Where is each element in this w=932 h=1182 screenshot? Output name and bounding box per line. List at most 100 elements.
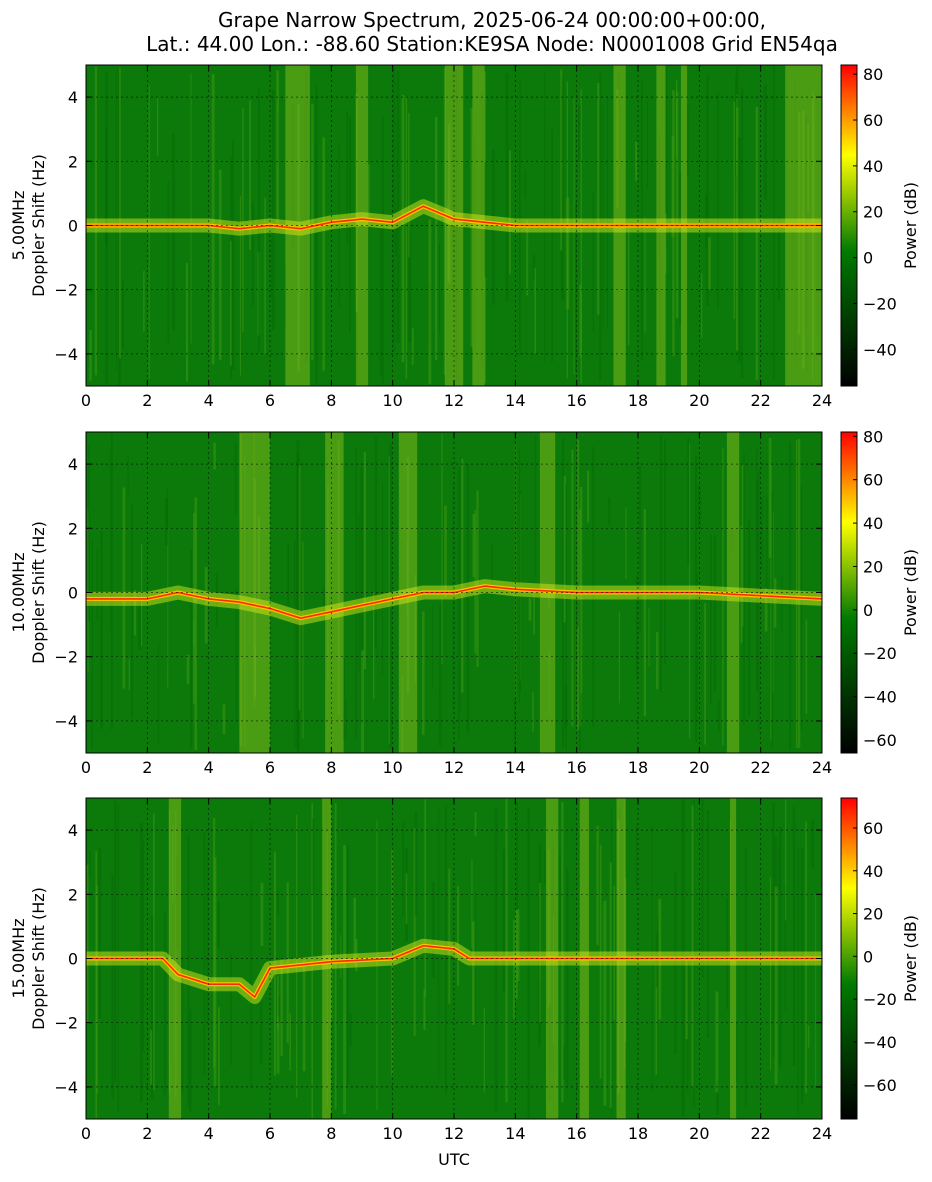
noise-streak [460,456,462,712]
noise-streak [704,603,706,745]
noise-streak [355,938,358,972]
noise-streak [258,89,260,352]
noise-streak [286,882,289,1044]
noise-streak [230,240,232,366]
noise-streak [592,447,595,727]
y-tick-label: 4 [68,88,78,107]
band-label: 10.00MHz [9,552,28,632]
noise-streak [153,813,155,1090]
noise-streak [235,588,238,720]
noise-streak [533,589,535,635]
noise-streak [392,67,396,352]
x-tick-label: 18 [628,1124,648,1143]
x-tick-label: 24 [812,391,832,410]
noise-streak [474,812,477,837]
x-tick-label: 4 [204,1124,214,1143]
noise-streak [693,798,695,1107]
noise-streak [438,605,442,746]
noise-streak [260,882,264,946]
noise-streak [578,105,582,162]
noise-streak [424,799,427,997]
noise-streak [760,497,763,572]
noise-streak [659,435,662,693]
noise-streak [428,219,432,385]
noise-streak [628,223,630,345]
noise-streak [571,449,574,727]
noise-streak [302,540,304,739]
noise-streak [311,803,313,1119]
noise-streak [405,873,408,925]
noise-streak [422,611,425,735]
noise-streak [491,544,493,590]
noise-streak [743,453,745,725]
noise-streak [544,851,546,884]
noise-streak [276,1016,280,1074]
noise-streak [565,483,567,750]
noise-streak [643,509,646,717]
noise-streak [608,497,611,526]
noise-streak [127,454,129,495]
noise-streak [635,824,638,886]
noise-streak [735,74,737,176]
noise-streak [432,605,434,690]
x-tick-label: 8 [326,391,336,410]
noise-streak [270,239,272,299]
noise-streak [114,799,117,1082]
noise-streak [151,916,154,1099]
noise-streak [691,805,694,1088]
x-tick-label: 8 [326,758,336,777]
colorbar-tick-label: 40 [863,514,883,533]
noise-streak [87,509,89,673]
noise-streak [443,67,446,376]
noise-streak [674,871,677,1054]
noise-streak [148,85,150,380]
noise-streak [312,818,315,895]
noise-streak [779,827,782,1067]
noise-streak [342,657,345,740]
noise-streak [273,851,276,1076]
noise-streak [476,490,479,667]
figure-title-line2: Lat.: 44.00 Lon.: -88.60 Station:KE9SA N… [146,32,838,56]
noise-streak [109,449,111,630]
x-tick-label: 6 [265,758,275,777]
enhanced-band [325,432,344,753]
noise-streak [640,79,643,362]
noise-streak [338,142,340,307]
carrier-trace [86,944,822,998]
noise-streak [756,480,759,691]
noise-streak [505,73,509,302]
noise-streak [89,850,91,876]
noise-streak [805,619,808,714]
noise-streak [768,437,772,558]
noise-streak [672,90,675,357]
x-tick-label: 4 [204,391,214,410]
x-tick-label: 20 [689,758,709,777]
noise-streak [797,439,801,748]
noise-streak [181,957,184,1095]
noise-streak [157,641,160,746]
noise-streak [218,169,222,361]
noise-streak [792,806,796,1066]
noise-streak [157,96,159,157]
noise-streak [142,841,144,1052]
noise-streak [705,195,708,247]
noise-streak [609,862,612,1109]
noise-streak [694,456,698,744]
noise-streak [448,868,451,1004]
noise-streak [701,798,704,978]
noise-streak [526,219,529,296]
colorbar-tick-label: −40 [863,340,897,359]
enhanced-band [472,65,485,386]
colorbar-tick-label: 20 [863,557,883,576]
y-tick-label: −4 [54,1078,78,1097]
noise-streak [346,111,349,245]
colorbar-tick-label: −20 [863,294,897,313]
noise-streak [187,834,190,1107]
colorbar-tick-label: 60 [863,819,883,838]
colorbar-tick-label: −40 [863,688,897,707]
noise-streak [457,886,460,986]
noise-streak [452,484,455,710]
x-tick-label: 14 [505,391,525,410]
noise-streak [381,482,383,676]
